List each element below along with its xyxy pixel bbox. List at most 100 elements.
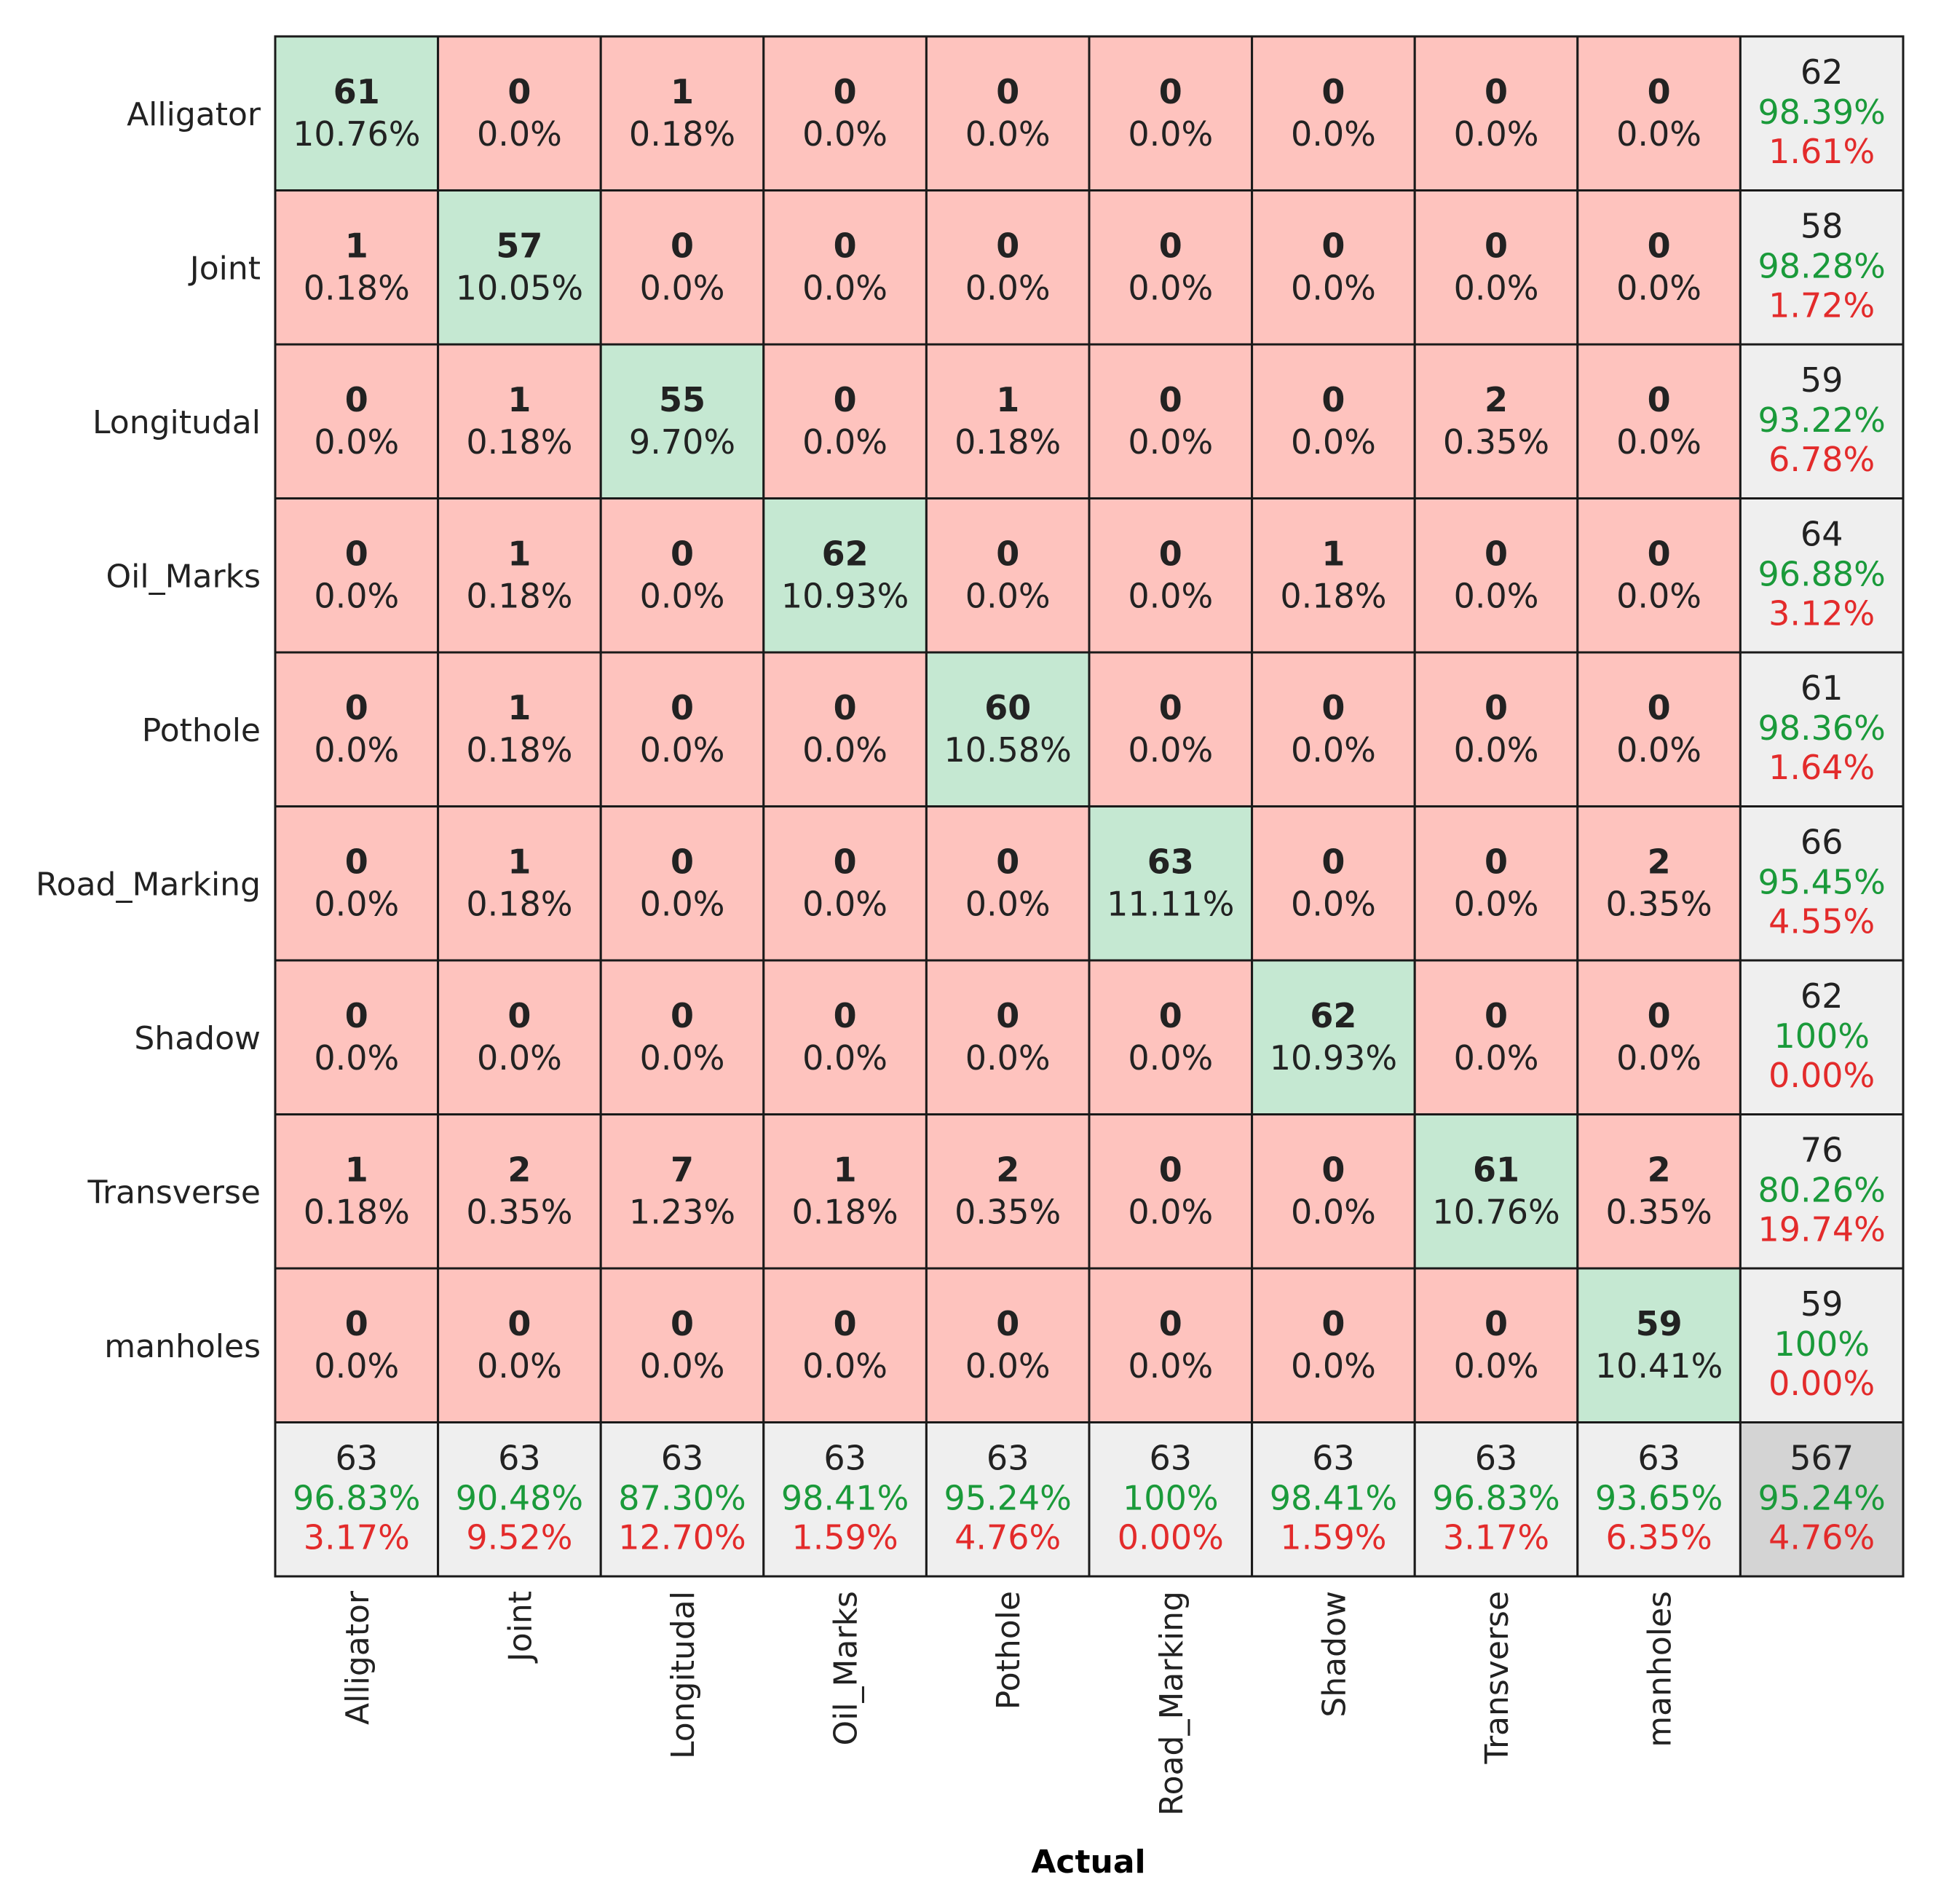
cell-bg: [762, 959, 928, 1115]
matrix-cell: 00.0%: [599, 497, 765, 654]
matrix-cell: 00.0%: [1088, 1113, 1254, 1270]
summary-correct: 96.83%: [1432, 1479, 1560, 1518]
matrix-cell: 00.0%: [1251, 1113, 1416, 1270]
cell-percent: 10.05%: [456, 269, 583, 308]
matrix-cell: 00.0%: [1576, 35, 1742, 191]
cell-percent: 0.0%: [314, 730, 399, 770]
summary-total: 63: [661, 1439, 704, 1478]
summary-error: 1.72%: [1768, 286, 1875, 325]
column-summary-cell-bg: [1088, 1421, 1254, 1578]
cell-count: 0: [1485, 996, 1508, 1035]
row-label: Oil_Marks: [106, 558, 261, 595]
matrix-cell: 10.18%: [762, 1113, 928, 1270]
cell-percent: 0.0%: [1291, 1193, 1376, 1232]
cell-bg: [1088, 35, 1254, 191]
cell-percent: 0.18%: [629, 114, 735, 154]
matrix-cell: 00.0%: [274, 1267, 440, 1423]
matrix-cell: 00.0%: [1251, 189, 1416, 346]
cell-bg: [925, 1267, 1091, 1423]
summary-cells: 6298.39%1.61%5898.28%1.72%5993.22%6.78%6…: [274, 35, 1905, 1578]
matrix-cell: 00.0%: [762, 343, 928, 499]
cell-percent: 0.0%: [1454, 269, 1539, 308]
row-summary-cell-bg: [1739, 651, 1905, 807]
column-summary-cell-bg: [762, 1421, 928, 1578]
diagonal-cell-bg: [762, 497, 928, 654]
matrix-cell: 10.18%: [437, 651, 602, 807]
matrix-cell: 00.0%: [762, 1267, 928, 1423]
matrix-cells: 6110.76%00.0%10.18%00.0%00.0%00.0%00.0%0…: [274, 35, 1742, 1423]
cell-bg: [1088, 1113, 1254, 1270]
matrix-cell: 00.0%: [599, 1267, 765, 1423]
matrix-cell: 10.18%: [437, 805, 602, 962]
cell-percent: 0.0%: [1291, 885, 1376, 924]
cell-bg: [1413, 805, 1579, 962]
cell-bg: [925, 35, 1091, 191]
matrix-cell: 10.18%: [437, 343, 602, 499]
cell-bg: [274, 1113, 440, 1270]
cell-bg: [925, 343, 1091, 499]
cell-count: 0: [507, 72, 531, 111]
summary-correct: 98.28%: [1758, 247, 1885, 286]
cell-count: 0: [996, 534, 1019, 574]
matrix-cell: 10.18%: [599, 35, 765, 191]
matrix-cell: 10.18%: [1251, 497, 1416, 654]
matrix-cell: 20.35%: [437, 1113, 602, 1270]
cell-percent: 1.23%: [629, 1193, 735, 1232]
matrix-cell: 00.0%: [925, 497, 1091, 654]
cell-count: 0: [1159, 996, 1182, 1035]
row-label: Pothole: [142, 712, 261, 749]
matrix-cell: 00.0%: [1251, 805, 1416, 962]
cell-count: 0: [345, 996, 368, 1035]
cell-percent: 0.0%: [640, 885, 725, 924]
diagonal-cell-bg: [1251, 959, 1416, 1115]
cell-percent: 0.18%: [792, 1193, 898, 1232]
cell-count: 1: [834, 1150, 857, 1190]
column-summary-cell-bg: [1251, 1421, 1416, 1578]
cell-percent: 0.0%: [314, 1038, 399, 1078]
summary-error: 0.00%: [1768, 1364, 1875, 1403]
cell-percent: 0.0%: [477, 1038, 562, 1078]
summary-error: 6.35%: [1606, 1518, 1712, 1557]
cell-count: 55: [659, 380, 705, 419]
column-label: manholes: [1642, 1591, 1679, 1747]
summary-error: 1.61%: [1768, 132, 1875, 171]
column-summary-cell-bg: [925, 1421, 1091, 1578]
cell-count: 0: [671, 996, 694, 1035]
summary-total: 567: [1790, 1439, 1854, 1478]
column-label: Transverse: [1479, 1591, 1516, 1764]
cell-percent: 0.0%: [1616, 577, 1701, 616]
matrix-cell: 00.0%: [1576, 343, 1742, 499]
cell-bg: [762, 343, 928, 499]
cell-percent: 0.0%: [1454, 1038, 1539, 1078]
summary-total: 66: [1800, 823, 1843, 862]
cell-percent: 10.76%: [293, 114, 420, 154]
cell-count: 61: [333, 72, 380, 111]
row-summary-cell-bg: [1739, 805, 1905, 962]
cell-percent: 0.35%: [1443, 422, 1549, 462]
summary-correct: 98.41%: [781, 1479, 909, 1518]
cell-percent: 0.0%: [802, 114, 888, 154]
cell-bg: [1576, 343, 1742, 499]
summary-correct: 95.45%: [1758, 863, 1885, 902]
cell-bg: [1251, 189, 1416, 346]
row-labels: Alligator Joint Longitudal Oil_Marks Pothole…: [36, 96, 261, 1365]
summary-total: 58: [1800, 207, 1843, 246]
cell-count: 1: [507, 534, 531, 574]
cell-count: 0: [834, 996, 857, 1035]
cell-count: 0: [1648, 688, 1671, 727]
cell-bg: [1251, 651, 1416, 807]
cell-count: 0: [834, 688, 857, 727]
cell-count: 0: [507, 1304, 531, 1343]
cell-percent: 0.0%: [640, 269, 725, 308]
cell-count: 2: [1648, 842, 1671, 882]
cell-bg: [762, 189, 928, 346]
cell-percent: 0.18%: [304, 1193, 410, 1232]
